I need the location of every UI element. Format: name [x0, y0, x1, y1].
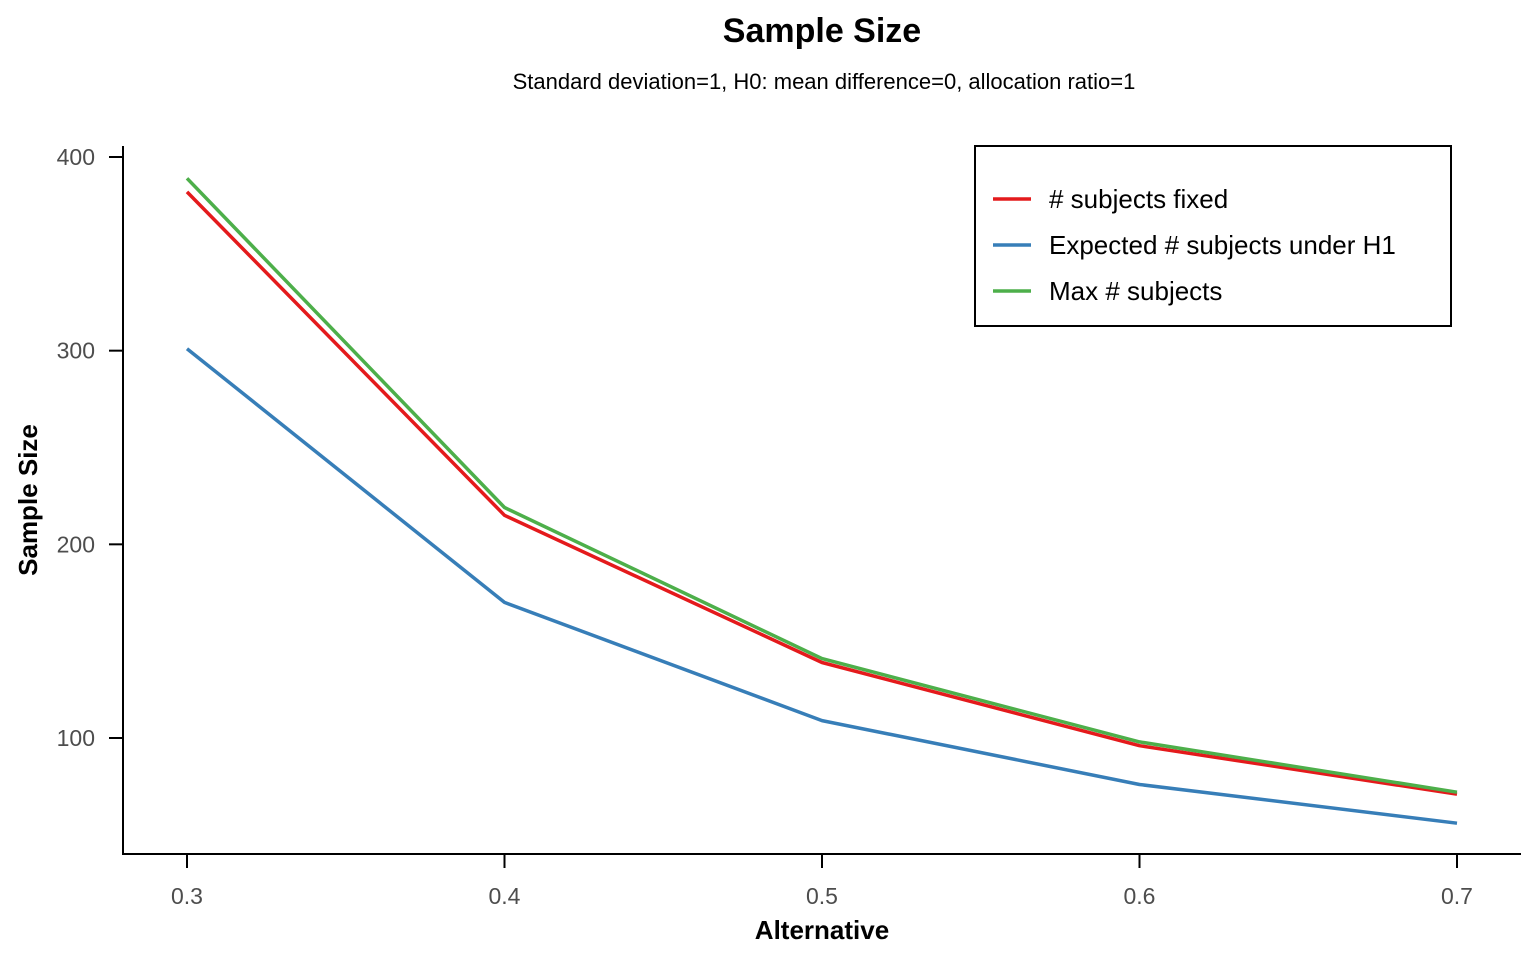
legend-label: # subjects fixed — [1049, 184, 1228, 214]
series-line-max-subjects — [185, 177, 1458, 794]
series-lines — [185, 177, 1458, 825]
chart-title: Sample Size — [723, 12, 921, 50]
x-tick-label: 0.7 — [1441, 883, 1473, 909]
y-tick-label: 300 — [57, 338, 95, 364]
series-line-expected-subjects-under-h1 — [185, 347, 1458, 825]
legend-label: Max # subjects — [1049, 276, 1222, 306]
x-axis-ticks: 0.3 0.4 0.5 0.6 0.7 — [171, 854, 1473, 909]
x-axis-title: Alternative — [755, 915, 889, 945]
legend-items: # subjects fixed Expected # subjects unde… — [993, 184, 1396, 306]
legend: # subjects fixed Expected # subjects unde… — [974, 145, 1452, 327]
y-axis-ticks: 100 200 300 400 — [57, 144, 123, 751]
chart-subtitle: Standard deviation=1, H0: mean differenc… — [513, 69, 1136, 94]
series-line-subjects-fixed — [185, 190, 1458, 796]
y-tick-label: 400 — [57, 144, 95, 170]
legend-label: Expected # subjects under H1 — [1049, 230, 1396, 260]
x-tick-label: 0.6 — [1124, 883, 1156, 909]
x-tick-label: 0.4 — [489, 883, 521, 909]
y-axis-title: Sample Size — [13, 424, 43, 576]
y-tick-label: 100 — [57, 725, 95, 751]
legend-box — [974, 145, 1452, 327]
y-tick-label: 200 — [57, 531, 95, 557]
x-tick-label: 0.5 — [806, 883, 838, 909]
x-tick-label: 0.3 — [171, 883, 203, 909]
